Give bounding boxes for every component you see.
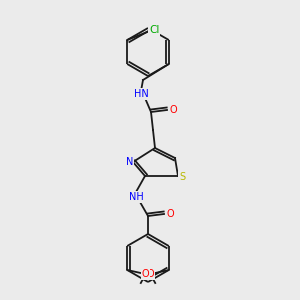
Text: S: S bbox=[179, 172, 185, 182]
Text: Cl: Cl bbox=[149, 25, 159, 35]
Text: O: O bbox=[166, 209, 174, 219]
Text: N: N bbox=[126, 157, 134, 167]
Text: O: O bbox=[169, 105, 177, 115]
Text: O: O bbox=[142, 269, 150, 279]
Text: NH: NH bbox=[129, 192, 143, 202]
Text: HN: HN bbox=[134, 89, 148, 99]
Text: O: O bbox=[146, 269, 154, 279]
